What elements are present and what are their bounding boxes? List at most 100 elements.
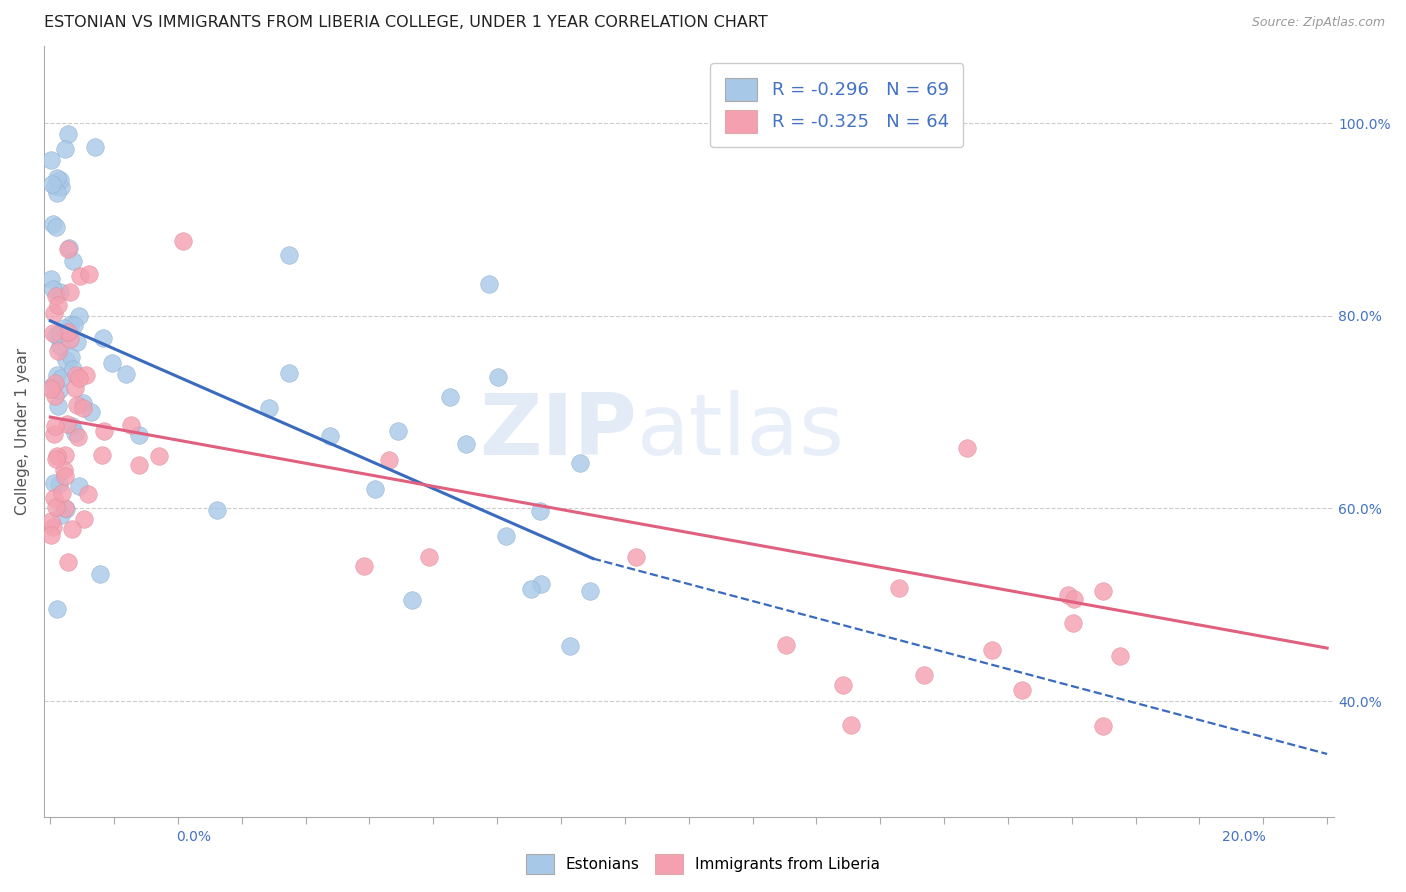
Point: [128, 428, 150, 442]
Point: [44, 389, 66, 403]
Point: [84, 140, 107, 154]
Point: [45, 220, 67, 235]
Point: [839, 717, 862, 731]
Text: 20.0%: 20.0%: [1222, 830, 1265, 844]
Point: [1063, 592, 1085, 607]
Point: [558, 640, 581, 654]
Point: [887, 582, 910, 596]
Legend: Estonians, Immigrants from Liberia: Estonians, Immigrants from Liberia: [520, 848, 886, 880]
Point: [56, 417, 79, 432]
Point: [956, 442, 979, 456]
Point: [579, 583, 602, 598]
Point: [56, 326, 79, 340]
Point: [49, 173, 72, 187]
Point: [981, 642, 1004, 657]
Point: [478, 277, 501, 291]
Point: [42, 217, 65, 231]
Point: [39, 380, 62, 394]
Point: [49, 326, 72, 341]
Point: [115, 367, 138, 381]
Point: [41, 177, 63, 191]
Point: [1108, 649, 1130, 664]
Point: [67, 309, 90, 323]
Point: [1063, 616, 1085, 631]
Point: [42, 282, 65, 296]
Point: [1091, 719, 1114, 733]
Y-axis label: College, Under 1 year: College, Under 1 year: [15, 348, 30, 515]
Point: [62, 362, 84, 376]
Point: [59, 332, 82, 346]
Point: [495, 529, 517, 543]
Point: [148, 449, 170, 463]
Point: [60, 350, 83, 364]
Point: [46, 298, 69, 312]
Point: [418, 550, 440, 565]
Point: [72, 401, 94, 415]
Point: [45, 500, 67, 514]
Point: [75, 368, 97, 382]
Point: [53, 500, 76, 515]
Point: [1011, 682, 1033, 697]
Point: [66, 398, 89, 412]
Point: [51, 180, 73, 194]
Point: [454, 437, 477, 451]
Point: [66, 335, 89, 350]
Point: [46, 170, 69, 185]
Text: Source: ZipAtlas.com: Source: ZipAtlas.com: [1251, 16, 1385, 29]
Point: [53, 463, 76, 477]
Point: [67, 370, 90, 384]
Point: [58, 241, 80, 255]
Point: [520, 582, 543, 596]
Point: [93, 425, 115, 439]
Point: [46, 344, 69, 359]
Point: [44, 178, 66, 193]
Point: [48, 326, 70, 341]
Point: [128, 458, 150, 472]
Point: [46, 368, 69, 382]
Point: [53, 468, 76, 483]
Point: [46, 602, 69, 616]
Text: ESTONIAN VS IMMIGRANTS FROM LIBERIA COLLEGE, UNDER 1 YEAR CORRELATION CHART: ESTONIAN VS IMMIGRANTS FROM LIBERIA COLL…: [44, 15, 768, 30]
Point: [49, 371, 72, 385]
Point: [319, 429, 342, 443]
Point: [1057, 588, 1080, 602]
Point: [80, 404, 103, 418]
Point: [775, 638, 797, 652]
Point: [1091, 584, 1114, 599]
Point: [79, 267, 101, 281]
Point: [45, 288, 67, 302]
Point: [39, 272, 62, 286]
Point: [42, 491, 65, 505]
Point: [207, 503, 229, 517]
Point: [486, 370, 509, 384]
Point: [53, 321, 76, 335]
Point: [39, 514, 62, 528]
Text: atlas: atlas: [637, 390, 845, 473]
Point: [401, 592, 423, 607]
Point: [41, 153, 63, 167]
Point: [278, 366, 301, 380]
Point: [100, 356, 122, 370]
Point: [67, 430, 90, 444]
Point: [48, 285, 70, 299]
Point: [55, 353, 77, 368]
Point: [353, 558, 375, 573]
Point: [832, 678, 855, 692]
Point: [69, 479, 91, 493]
Point: [46, 399, 69, 413]
Point: [63, 318, 86, 332]
Point: [56, 555, 79, 569]
Point: [529, 577, 551, 591]
Point: [48, 384, 70, 398]
Point: [49, 508, 72, 523]
Point: [51, 486, 73, 500]
Point: [529, 503, 551, 517]
Point: [42, 520, 65, 534]
Point: [278, 248, 301, 262]
Point: [55, 501, 77, 516]
Point: [45, 186, 67, 200]
Point: [58, 324, 80, 338]
Point: [59, 317, 82, 331]
Point: [62, 254, 84, 268]
Point: [172, 235, 194, 249]
